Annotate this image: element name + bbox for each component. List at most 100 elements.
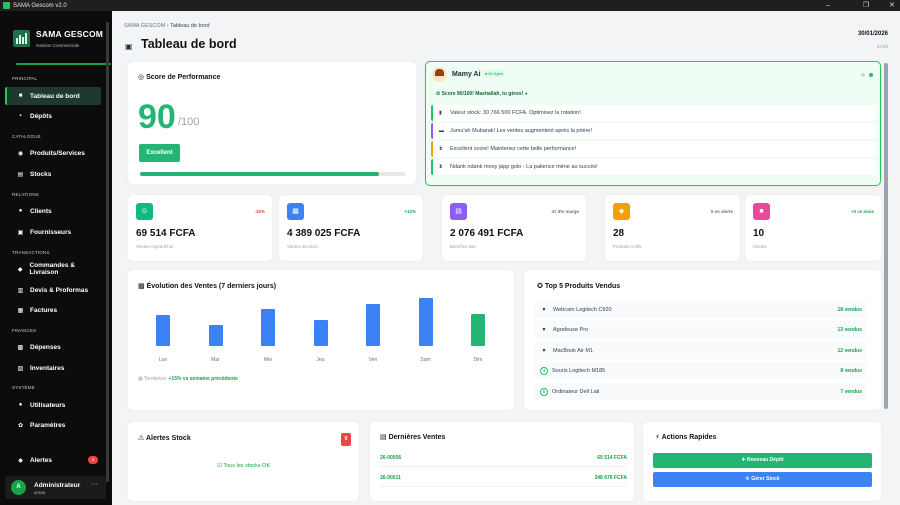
sidebar-item-dashboard[interactable]: ■ Tableau de bord <box>5 87 101 105</box>
list-item[interactable]: 4 Souris Logitech M185 8 vendus <box>534 362 867 379</box>
suppliers-icon: ▣ <box>17 229 24 236</box>
sidebar-item-label: Produits/Services <box>30 149 85 157</box>
assistant-name: Mamy Ai <box>452 71 481 78</box>
stat-delta: +3 ce mois <box>850 209 874 214</box>
lightning-icon: ⚡ <box>655 434 662 441</box>
sidebar-item-orders[interactable]: ◆ Commandes & Livraison <box>5 260 101 278</box>
sidebar-item-stocks[interactable]: ▤ Stocks <box>5 165 101 183</box>
invoices-icon: ▦ <box>17 307 24 314</box>
sales-trend: ▦ Tendance: +15% vs semaine précédente <box>138 376 238 382</box>
profit-icon: ▤ <box>450 203 467 220</box>
stat-delta: 0 en alerte <box>710 209 733 214</box>
quotes-icon: ▥ <box>17 287 24 294</box>
clients-icon: ■ <box>753 203 770 220</box>
sidebar-item-expenses[interactable]: ▩ Dépenses <box>5 338 101 356</box>
breadcrumb: SAMA GESCOM › Tableau de bord <box>124 23 210 29</box>
recent-sales-card: ▤ Dernières Ventes 26-00006 69 514 FCFA … <box>370 422 634 501</box>
list-item[interactable]: 5 Ordinateur Dell Lati 7 vendus <box>534 383 867 400</box>
stocks-icon: ▤ <box>17 171 24 178</box>
sidebar-item-clients[interactable]: ● Clients <box>5 202 101 220</box>
receipt-icon: ▤ <box>380 434 389 441</box>
new-depot-button[interactable]: ✚ Nouveau Dépôt <box>653 453 872 468</box>
stat-label: Produits Actifs <box>613 244 642 249</box>
stat-delta: -32% <box>254 209 265 214</box>
sidebar-item-quotes[interactable]: ▥ Devis & Proformas <box>5 281 101 299</box>
sidebar-item-invoices[interactable]: ▦ Factures <box>5 301 101 319</box>
trend-icon: ▦ <box>138 376 145 382</box>
sidebar-item-label: Tableau de bord <box>30 92 80 100</box>
calendar-icon: ▦ <box>287 203 304 220</box>
window-titlebar: SAMA Gescom v2.0 – ❐ ✕ <box>0 0 900 11</box>
assistant-headline: ✿ Score 90/100! Mashallah, tu gères! ● <box>436 91 528 97</box>
stat-delta: +12% <box>404 209 416 214</box>
chart-tick-label: Mer <box>263 357 273 363</box>
inventories-icon: ▧ <box>17 365 24 372</box>
more-icon[interactable]: ··· <box>91 481 98 488</box>
sales-chart-title: ▩ Évolution des Ventes (7 derniers jours… <box>138 283 277 290</box>
stock-alerts-count: 0 <box>341 433 351 446</box>
current-date: 30/01/2026 <box>857 31 888 37</box>
mosque-icon: ▬ <box>439 128 444 134</box>
chart-bar-ven <box>366 303 380 346</box>
quick-actions-card: ⚡ Actions Rapides ✚ Nouveau Dépôt ⚙ Gére… <box>643 422 881 501</box>
section-systeme: SYSTÈME <box>12 385 35 390</box>
section-catalogue: CATALOGUE <box>12 134 41 139</box>
list-item[interactable]: ▼ Agrafeuse Pro 13 vendus <box>534 321 867 338</box>
orders-icon: ◆ <box>17 266 23 273</box>
breadcrumb-root[interactable]: SAMA GESCOM <box>124 23 166 29</box>
sidebar: SAMA GESCOM Gestion Commerciale PRINCIPA… <box>0 11 112 505</box>
minimize-button[interactable]: – <box>826 2 830 9</box>
alerts-count-badge: 4 <box>88 456 98 464</box>
stat-label: Clients <box>753 244 767 249</box>
stat-card-products: ◆ 0 en alerte 28 Produits Actifs <box>605 195 740 261</box>
stat-value: 2 076 491 FCFA <box>450 228 524 239</box>
sidebar-item-label: Devis & Proformas <box>30 286 89 294</box>
close-button[interactable]: ✕ <box>889 2 895 9</box>
check-icon: ☑ <box>217 463 224 469</box>
chart-bar-lun <box>156 315 170 346</box>
manage-stock-button[interactable]: ⚙ Gérer Stock <box>653 472 872 487</box>
stock-ok-message: ☑ Tous les stocks OK <box>217 463 271 469</box>
users-icon: ● <box>18 402 23 408</box>
stat-value: 10 <box>753 228 765 239</box>
medal-icon: ▼ <box>541 347 547 354</box>
main-scrollbar[interactable] <box>884 63 888 409</box>
expenses-icon: ▩ <box>17 344 24 351</box>
table-row[interactable]: 26-00006 69 514 FCFA <box>380 450 627 467</box>
assistant-status-badge: ● En ligne <box>483 70 505 77</box>
performance-title: ◎ Score de Performance <box>138 74 221 81</box>
sidebar-item-products[interactable]: ◉ Produits/Services <box>5 144 101 162</box>
sidebar-item-users[interactable]: ● Utilisateurs <box>5 396 101 414</box>
performance-progress <box>140 172 405 176</box>
main-content: SAMA GESCOM › Tableau de bord ▣ Tableau … <box>112 11 900 505</box>
sidebar-item-label: Fournisseurs <box>30 228 72 236</box>
app-icon <box>3 2 10 9</box>
assistant-dot-icon <box>861 73 865 77</box>
table-row[interactable]: 26-00011 348 676 FCFA <box>380 470 627 487</box>
user-card[interactable]: A Administrateur ADMIN ··· <box>5 476 106 499</box>
sidebar-item-label: Inventaires <box>30 364 65 372</box>
sidebar-item-depots[interactable]: ▪ Dépôts <box>5 107 101 125</box>
brand-logo-icon <box>13 30 30 47</box>
list-item[interactable]: ▼ MacBook Air M1 12 vendus <box>534 342 867 359</box>
chart-bar-sam <box>418 298 433 346</box>
performance-badge: Excellent <box>139 144 180 162</box>
sidebar-item-settings[interactable]: ✿ Paramètres <box>5 416 101 434</box>
list-item[interactable]: ▼ Webcam Logitech C920 18 vendus <box>534 301 867 318</box>
chart-tick-label: Lun <box>158 357 168 363</box>
sidebar-scrollbar[interactable] <box>106 22 109 482</box>
stat-label: Bénéfice Net <box>450 244 476 249</box>
sidebar-item-suppliers[interactable]: ▣ Fournisseurs <box>5 223 101 241</box>
sidebar-item-inventories[interactable]: ▧ Inventaires <box>5 359 101 377</box>
chart-tick-label: Dim <box>473 357 483 363</box>
top-products-title: ✪ Top 5 Produits Vendus <box>537 283 621 290</box>
medal-icon: ▼ <box>541 306 547 313</box>
brand-divider <box>16 63 111 65</box>
chart-tick-label: Mar <box>211 357 220 363</box>
warning-icon: ⚠ <box>138 435 146 442</box>
stat-label: Ventes du Mois <box>287 244 318 249</box>
sidebar-item-label: Utilisateurs <box>30 401 66 409</box>
maximize-button[interactable]: ❐ <box>862 2 870 9</box>
sidebar-item-alerts[interactable]: ◆ Alertes <box>5 451 101 469</box>
dashboard-icon: ■ <box>18 93 23 99</box>
